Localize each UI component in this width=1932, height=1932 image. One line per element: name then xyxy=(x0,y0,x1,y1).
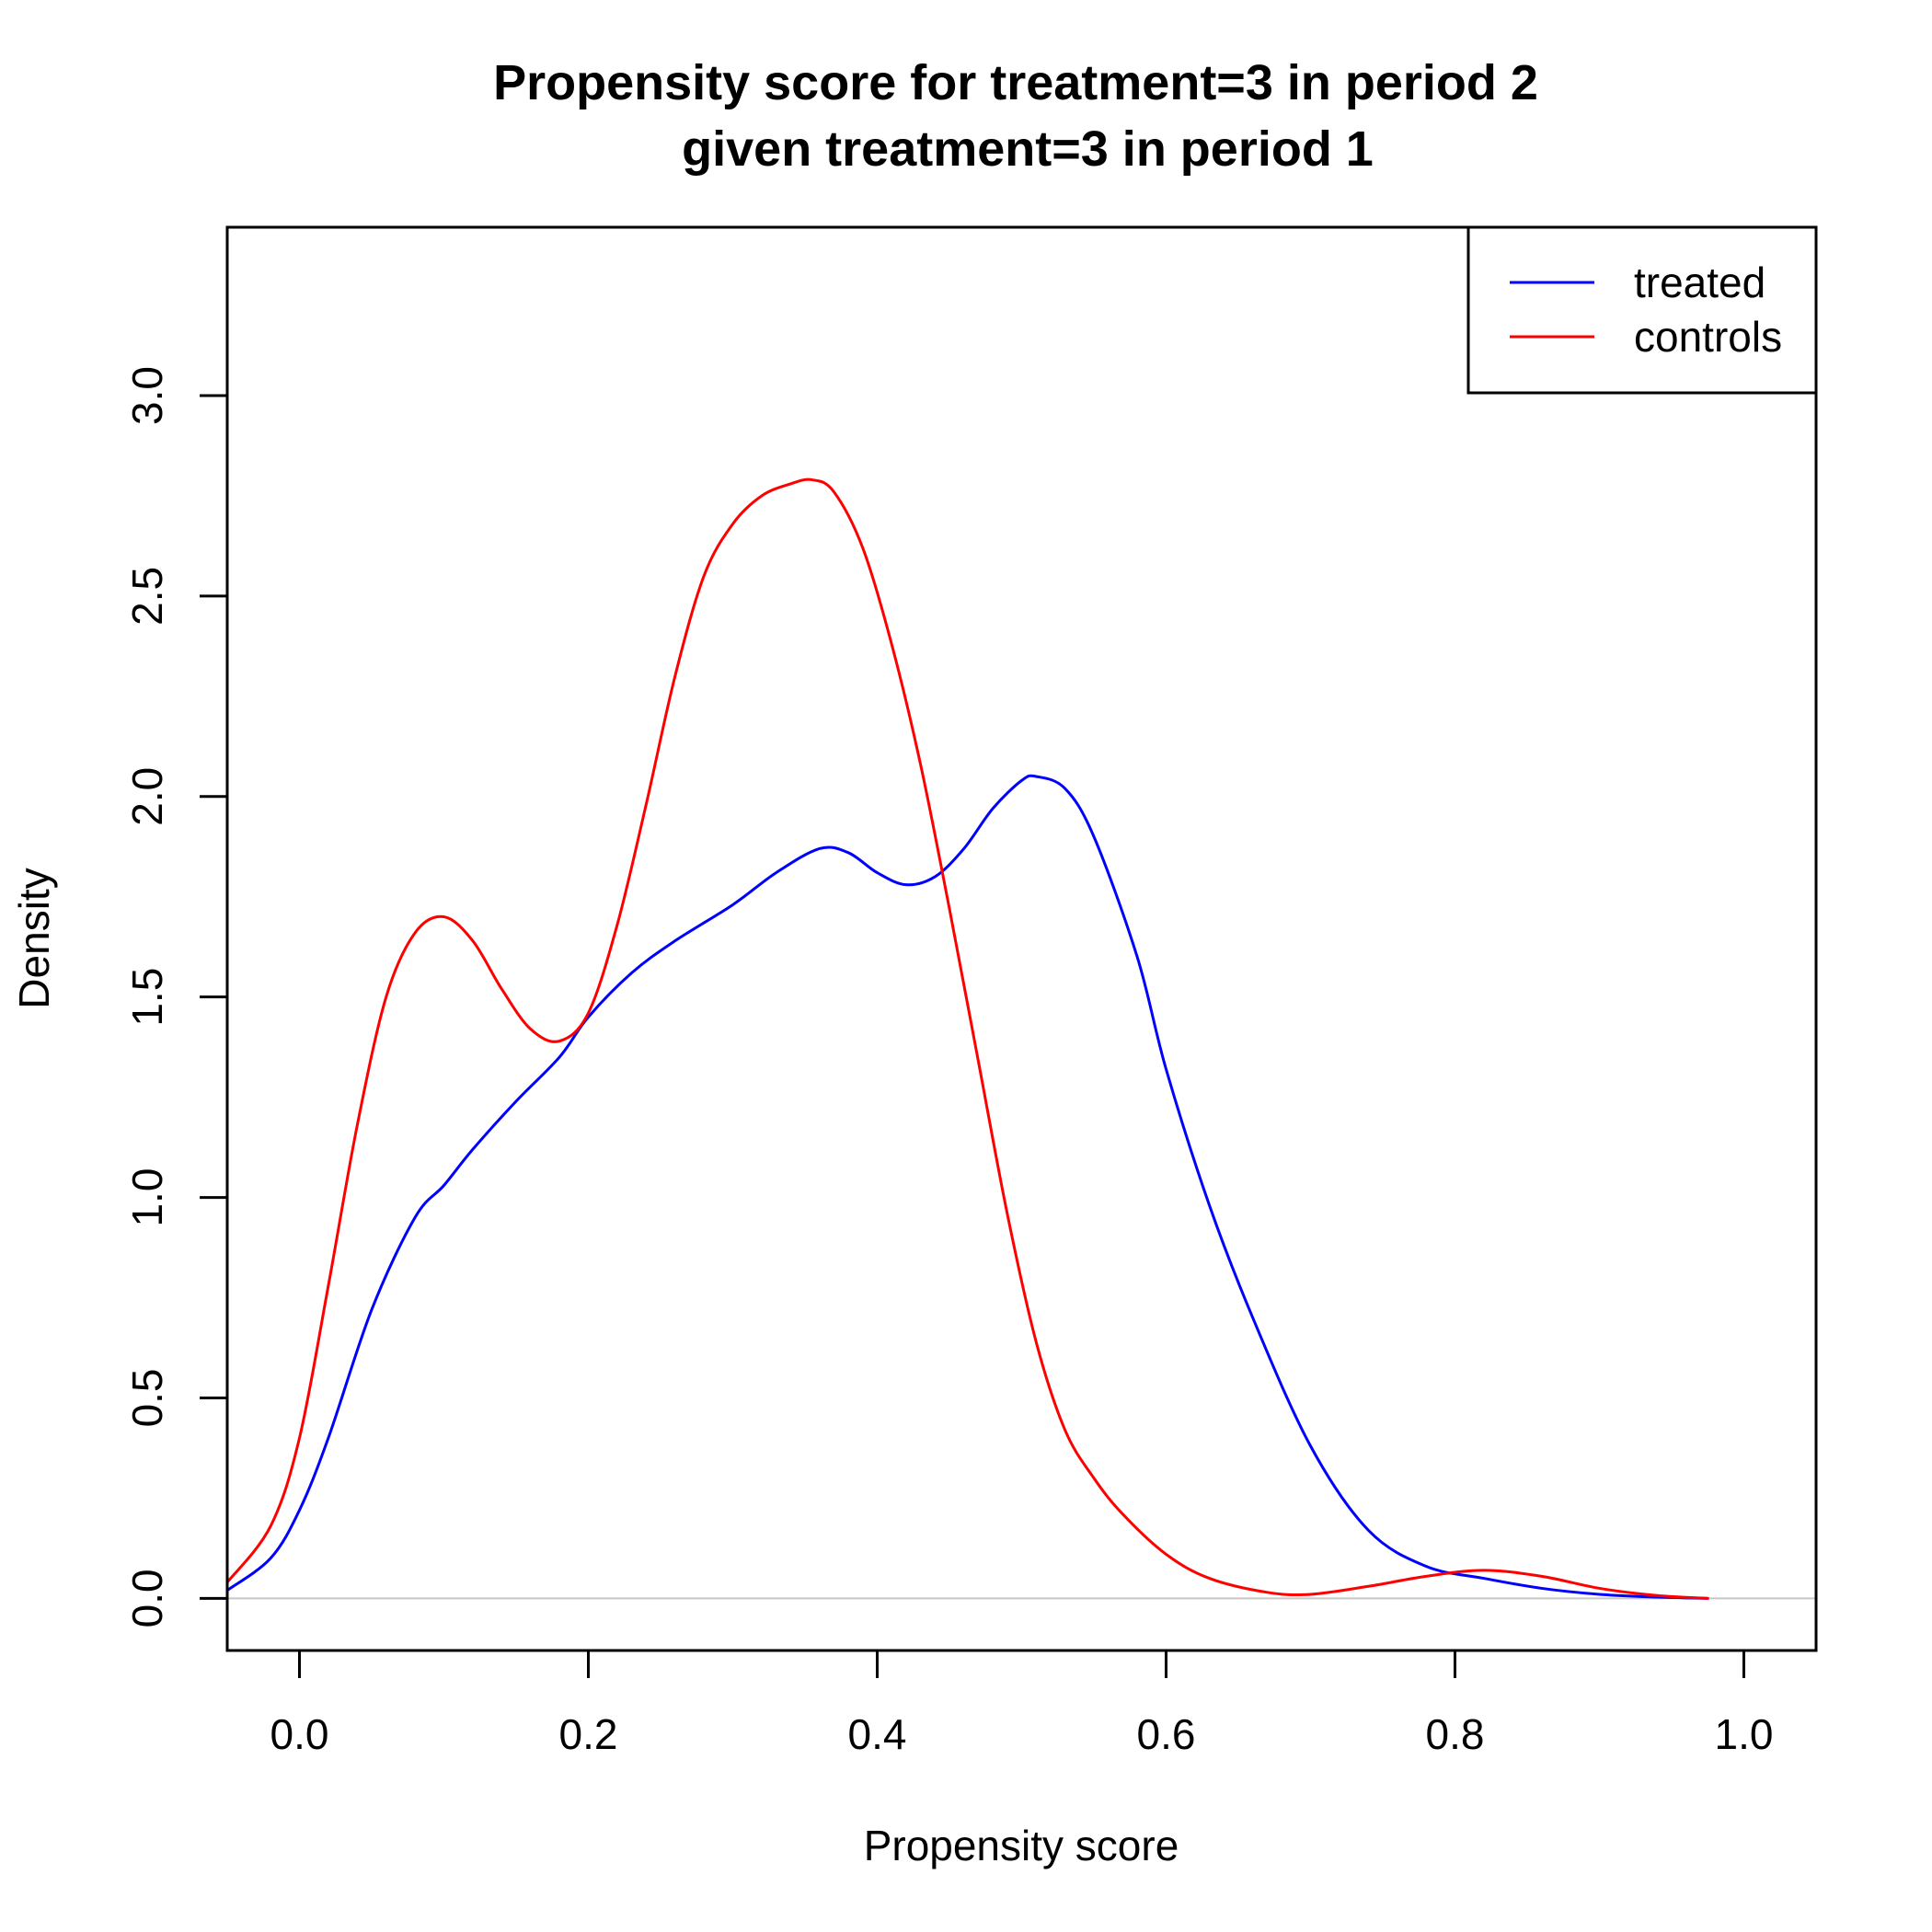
chart-title-line1: Propensity score for treatment=3 in peri… xyxy=(493,55,1538,110)
legend-label-controls: controls xyxy=(1634,313,1782,361)
x-axis-label: Propensity score xyxy=(864,1822,1179,1869)
x-tick-label: 0.2 xyxy=(559,1710,618,1758)
legend-label-treated: treated xyxy=(1634,259,1765,306)
y-tick-label: 1.0 xyxy=(123,1168,171,1227)
x-tick-label: 0.8 xyxy=(1426,1710,1485,1758)
series-line-treated xyxy=(225,774,1709,1600)
legend: treated controls xyxy=(1466,225,1818,395)
x-tick-label: 1.0 xyxy=(1715,1710,1774,1758)
y-tick-label: 0.0 xyxy=(123,1569,171,1627)
x-tick-label: 0.0 xyxy=(270,1710,329,1758)
x-tick-label: 0.6 xyxy=(1137,1710,1196,1758)
x-tick-label: 0.4 xyxy=(848,1710,907,1758)
y-tick-label: 1.5 xyxy=(123,968,171,1027)
legend-box xyxy=(1466,225,1818,395)
y-tick-label: 3.0 xyxy=(123,366,171,425)
chart-title-line2: given treatment=3 in period 1 xyxy=(682,121,1374,177)
y-tick-label: 2.0 xyxy=(123,767,171,826)
y-tick-label: 0.5 xyxy=(123,1368,171,1427)
y-axis-label: Density xyxy=(10,868,58,1008)
series-line-controls xyxy=(225,477,1709,1600)
y-tick-label: 2.5 xyxy=(123,567,171,626)
